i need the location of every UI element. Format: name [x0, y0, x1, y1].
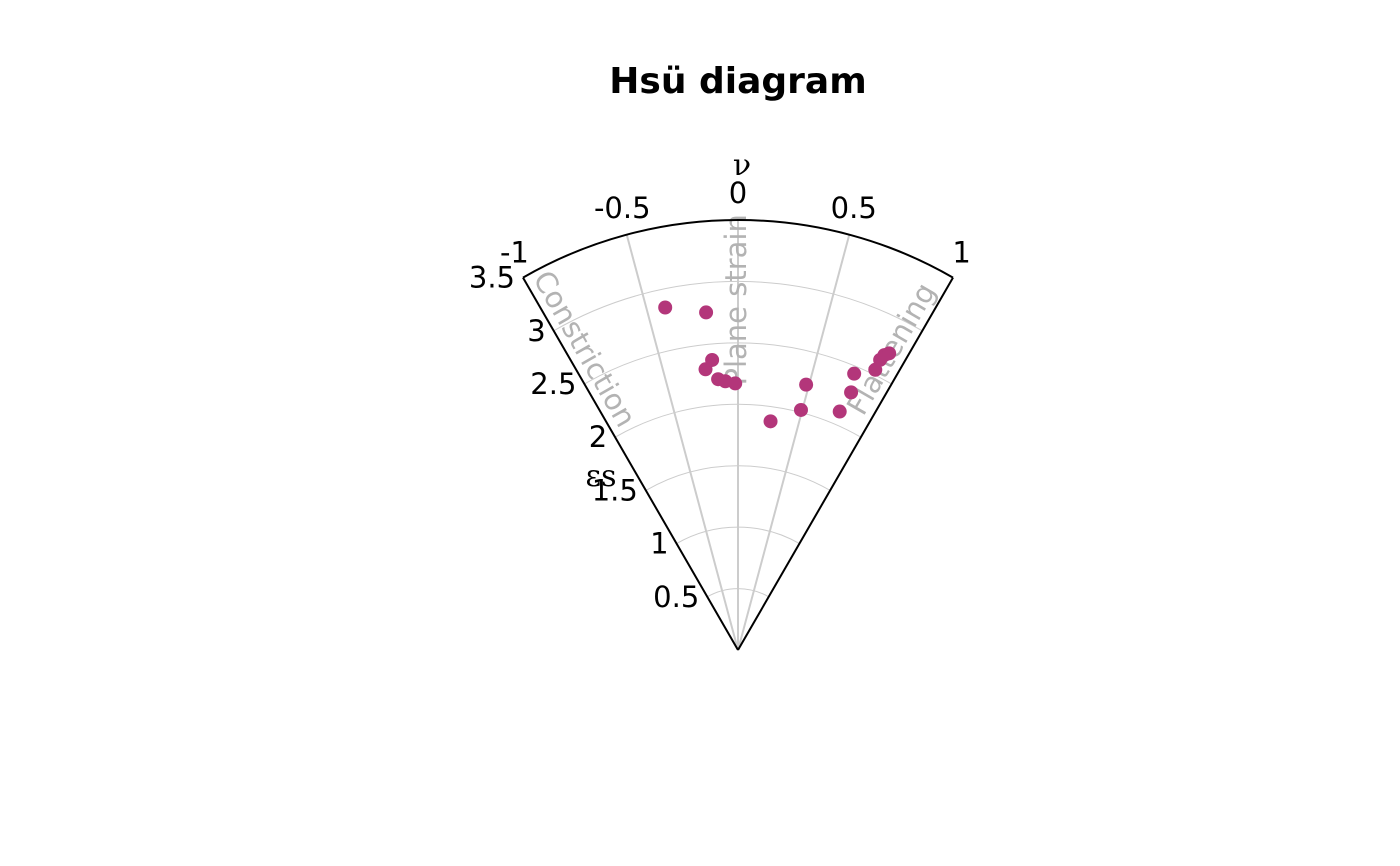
- data-point: [832, 404, 847, 419]
- frame-left-edge: [522, 277, 739, 651]
- data-points: [658, 300, 897, 429]
- data-point: [793, 402, 808, 417]
- data-point: [844, 385, 859, 400]
- data-point: [847, 366, 862, 381]
- es-tick-label: 3.5: [469, 261, 515, 295]
- es-tick-label: 1: [650, 527, 668, 561]
- nu-tick-label: 1: [952, 236, 970, 270]
- es-tick-label: 0.5: [653, 580, 699, 614]
- region-label-constriction: Constriction: [526, 265, 643, 433]
- es-axis-label: εs: [586, 459, 617, 494]
- nu-tick-label: -1: [500, 236, 529, 270]
- es-tick-label: 2.5: [530, 367, 576, 401]
- nu-axis-label: ν: [733, 148, 751, 183]
- es-tick-label: 1.5: [592, 473, 638, 507]
- grid-layer: [553, 220, 923, 651]
- frame-right-edge: [737, 277, 954, 651]
- data-point: [658, 300, 673, 315]
- chart-title: Hsü diagram: [609, 61, 866, 102]
- nu-tick-label: 0: [729, 176, 747, 210]
- es-tick-label: 3: [527, 314, 545, 348]
- data-point: [799, 377, 814, 392]
- es-tick-label: 2: [589, 420, 607, 454]
- nu-tick-label: 0.5: [831, 191, 877, 225]
- grid-spoke: [737, 234, 851, 651]
- diagram-frame: [522, 219, 954, 651]
- tick-labels: -1 -0.5 0 0.5 1 0.5 1 1.5 2 2.5 3 3.5: [469, 176, 971, 614]
- data-point: [763, 414, 778, 429]
- grid-spoke: [625, 234, 739, 651]
- data-point: [882, 346, 897, 361]
- data-point: [728, 376, 743, 391]
- frame-outer-arc: [522, 219, 954, 279]
- data-point: [705, 352, 720, 367]
- nu-tick-label: -0.5: [594, 191, 651, 225]
- region-label-plane_strain: Plane strain: [719, 214, 753, 385]
- data-point: [699, 305, 714, 320]
